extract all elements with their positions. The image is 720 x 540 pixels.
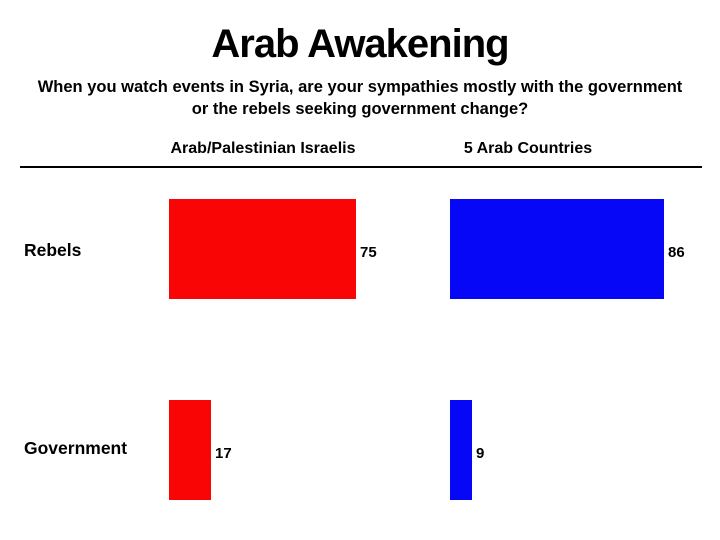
slide-subtitle: When you watch events in Syria, are your… xyxy=(10,76,710,120)
bar-rebels-arab-palestinian-israelis xyxy=(169,199,356,299)
header-divider-line xyxy=(20,166,702,168)
bar-value-rebels-arab-palestinian-israelis: 75 xyxy=(360,244,377,261)
column-header-arab-palestinian-israelis: Arab/Palestinian Israelis xyxy=(170,140,356,157)
bar-value-government-5-arab-countries: 9 xyxy=(476,445,485,462)
bar-government-arab-palestinian-israelis xyxy=(169,400,211,500)
bar-rebels-5-arab-countries xyxy=(450,199,664,299)
bar-government-5-arab-countries xyxy=(450,400,472,500)
row-label-rebels: Rebels xyxy=(24,240,82,260)
subtitle-line-2: or the rebels seeking government change? xyxy=(191,100,529,118)
column-header-5-arab-countries: 5 Arab Countries xyxy=(463,140,593,157)
slide-title: Arab Awakening xyxy=(211,22,509,66)
subtitle-line-1: When you watch events in Syria, are your… xyxy=(37,78,683,96)
row-label-government: Government xyxy=(24,438,128,458)
bar-value-government-arab-palestinian-israelis: 17 xyxy=(215,445,232,462)
bar-value-rebels-5-arab-countries: 86 xyxy=(668,244,685,261)
